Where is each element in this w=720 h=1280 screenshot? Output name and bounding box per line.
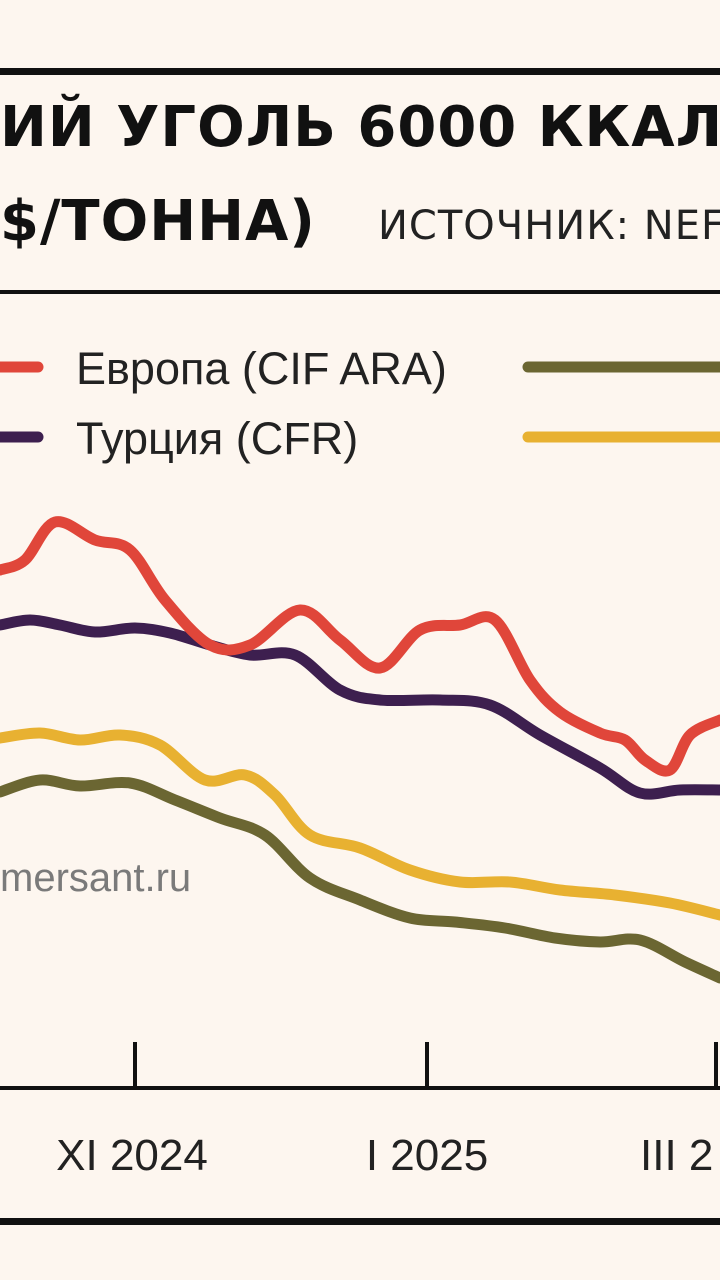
x-axis-line	[0, 1086, 720, 1090]
x-tick-label-0: XI 2024	[56, 1131, 208, 1180]
legend-label-europe: Европа (CIF ARA)	[76, 343, 447, 394]
top-rule	[0, 68, 720, 75]
source-label: ИСТОЧНИК: NEF	[378, 203, 720, 249]
x-tick-label-2: III 2	[640, 1131, 714, 1180]
bottom-rule	[0, 1218, 720, 1225]
series-line-1	[0, 614, 720, 800]
chart-title-line2: $/ТОННА)	[0, 189, 316, 254]
x-tick-label-1: I 2025	[365, 1131, 489, 1180]
series-line-3	[0, 727, 720, 921]
legend-label-turkey: Турция (CFR)	[76, 413, 359, 464]
watermark: mersant.ru	[0, 856, 192, 900]
header-rule	[0, 290, 720, 294]
series-line-2	[0, 774, 720, 984]
chart-title-line1: ИЙ УГОЛЬ 6000 ККАЛ	[0, 95, 720, 160]
series-line-0	[0, 516, 720, 777]
